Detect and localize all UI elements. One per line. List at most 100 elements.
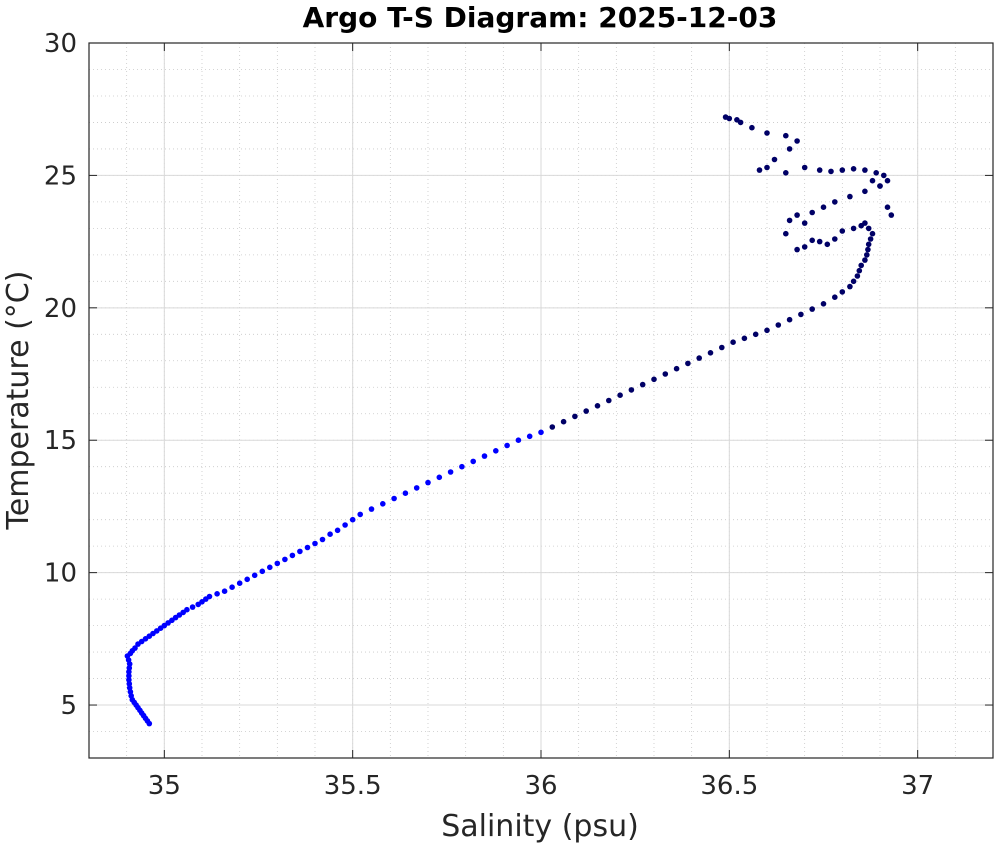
x-tick-label: 35.5 bbox=[324, 771, 382, 801]
data-point bbox=[319, 536, 326, 543]
y-axis-label: Temperature (°C) bbox=[1, 271, 36, 531]
data-point bbox=[864, 252, 870, 258]
data-point bbox=[221, 588, 228, 594]
data-point bbox=[549, 424, 556, 430]
data-point bbox=[798, 311, 804, 318]
y-tick-label: 25 bbox=[44, 161, 77, 191]
data-point bbox=[214, 591, 220, 597]
data-point bbox=[282, 556, 288, 563]
data-point bbox=[856, 267, 863, 274]
data-point bbox=[184, 606, 190, 613]
data-point bbox=[402, 490, 409, 497]
data-point bbox=[786, 316, 793, 323]
data-point bbox=[391, 495, 397, 502]
data-point bbox=[719, 344, 725, 351]
data-point bbox=[820, 301, 827, 307]
y-tick-label: 15 bbox=[44, 426, 77, 456]
data-point bbox=[126, 677, 132, 683]
data-point bbox=[229, 584, 235, 590]
data-point bbox=[850, 166, 857, 172]
data-point bbox=[749, 124, 755, 131]
data-point bbox=[267, 564, 273, 571]
data-point bbox=[685, 360, 691, 367]
data-point bbox=[236, 580, 243, 586]
x-axis-ticks: 35 35.5 36 36.5 37 bbox=[148, 43, 934, 801]
data-point bbox=[794, 246, 800, 253]
data-point bbox=[775, 322, 782, 328]
data-point bbox=[867, 236, 874, 242]
data-point bbox=[764, 164, 770, 171]
data-point bbox=[572, 413, 578, 420]
data-point bbox=[515, 437, 522, 444]
data-point bbox=[274, 560, 281, 567]
data-point bbox=[771, 156, 778, 163]
data-point bbox=[357, 511, 364, 518]
data-point bbox=[436, 474, 443, 481]
data-point bbox=[628, 387, 635, 393]
data-point bbox=[862, 167, 868, 173]
data-point bbox=[312, 540, 318, 547]
data-point bbox=[847, 193, 853, 200]
x-tick-label: 36 bbox=[524, 771, 557, 801]
data-point bbox=[126, 673, 132, 679]
chart-title: Argo T-S Diagram: 2025-12-03 bbox=[303, 1, 778, 34]
data-point bbox=[884, 204, 891, 210]
data-point bbox=[425, 479, 431, 486]
data-point bbox=[730, 339, 736, 346]
data-point bbox=[594, 403, 601, 409]
data-point bbox=[794, 138, 800, 144]
data-point bbox=[459, 463, 465, 470]
y-tick-label: 10 bbox=[44, 559, 77, 589]
data-point bbox=[869, 177, 876, 184]
data-point bbox=[722, 114, 729, 120]
data-point bbox=[881, 172, 887, 179]
data-point bbox=[752, 331, 759, 338]
y-tick-label: 5 bbox=[60, 691, 77, 721]
data-point bbox=[809, 306, 815, 312]
data-point bbox=[304, 544, 311, 551]
data-point bbox=[832, 236, 838, 242]
data-point bbox=[289, 552, 296, 559]
data-point bbox=[839, 228, 846, 234]
data-point bbox=[132, 645, 138, 651]
data-point bbox=[764, 327, 770, 334]
data-point bbox=[794, 212, 800, 218]
data-point bbox=[862, 257, 868, 263]
data-point bbox=[617, 392, 623, 399]
data-point bbox=[493, 448, 499, 454]
data-point bbox=[639, 381, 646, 388]
data-point bbox=[839, 289, 846, 295]
x-tick-label: 35 bbox=[148, 771, 181, 801]
data-point bbox=[413, 485, 420, 491]
data-points bbox=[124, 114, 895, 727]
data-point bbox=[470, 458, 477, 465]
data-point bbox=[832, 294, 838, 301]
data-point bbox=[888, 212, 895, 218]
data-point bbox=[839, 167, 846, 173]
data-point bbox=[327, 531, 333, 537]
data-point bbox=[850, 225, 857, 232]
data-point bbox=[481, 453, 488, 459]
data-point bbox=[801, 220, 808, 226]
x-axis-label: Salinity (psu) bbox=[441, 809, 639, 844]
data-point bbox=[862, 188, 868, 195]
data-point bbox=[854, 273, 861, 279]
data-point bbox=[801, 164, 808, 171]
data-point bbox=[741, 335, 748, 342]
data-point bbox=[244, 576, 250, 583]
major-grid bbox=[89, 42, 993, 758]
data-point bbox=[786, 146, 793, 152]
data-point bbox=[850, 278, 857, 285]
data-point bbox=[865, 241, 872, 248]
data-point bbox=[816, 167, 823, 173]
data-point bbox=[847, 283, 853, 290]
data-point bbox=[783, 132, 789, 139]
data-point bbox=[504, 442, 510, 449]
data-point bbox=[764, 130, 770, 136]
data-point bbox=[707, 350, 714, 356]
data-point bbox=[828, 168, 834, 175]
data-point bbox=[189, 604, 196, 610]
data-point bbox=[206, 593, 213, 600]
y-axis-ticks: 5 10 15 20 25 30 bbox=[44, 29, 993, 721]
data-point bbox=[877, 183, 883, 189]
